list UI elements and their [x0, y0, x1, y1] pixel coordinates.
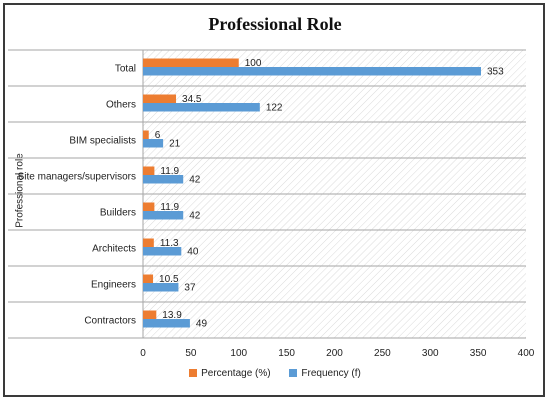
bar-frequency-f-builders: [143, 211, 184, 220]
data-label-frequency-f-builders: 42: [189, 211, 201, 222]
data-label-percentage-bim-specialists: 6: [155, 130, 161, 141]
chart-title: Professional Role: [208, 14, 342, 34]
legend-label-percentage: Percentage (%): [201, 368, 271, 379]
data-label-frequency-f-engineers: 37: [184, 283, 196, 294]
bar-percentage-others: [143, 94, 177, 103]
bar-frequency-f-bim-specialists: [143, 139, 164, 148]
data-label-percentage-total: 100: [245, 58, 262, 69]
x-tick-label-400: 400: [518, 348, 535, 359]
x-tick-label-100: 100: [230, 348, 247, 359]
legend-swatch-percentage: [189, 369, 198, 378]
data-label-percentage-site-managers-supervisors: 11.9: [160, 166, 179, 177]
data-label-percentage-builders: 11.9: [160, 202, 179, 213]
category-label-builders: Builders: [100, 208, 136, 219]
bar-percentage-architects: [143, 238, 154, 247]
x-tick-label-50: 50: [185, 348, 197, 359]
bar-percentage-engineers: [143, 274, 154, 283]
x-tick-label-250: 250: [374, 348, 391, 359]
data-label-frequency-f-site-managers-supervisors: 42: [189, 175, 201, 186]
bar-frequency-f-others: [143, 103, 260, 112]
category-label-architects: Architects: [92, 244, 136, 255]
x-tick-label-0: 0: [140, 348, 146, 359]
x-tick-label-150: 150: [278, 348, 295, 359]
data-label-percentage-architects: 11.3: [160, 238, 179, 249]
legend: Percentage (%) Frequency (f): [0, 368, 550, 379]
bar-frequency-f-contractors: [143, 319, 190, 328]
bar-percentage-contractors: [143, 310, 157, 319]
data-label-frequency-f-contractors: 49: [196, 319, 208, 330]
bar-frequency-f-architects: [143, 247, 182, 256]
data-label-frequency-f-architects: 40: [187, 247, 199, 258]
data-label-percentage-engineers: 10.5: [159, 274, 179, 285]
x-tick-label-300: 300: [422, 348, 439, 359]
data-label-percentage-others: 34.5: [182, 94, 202, 105]
category-label-bim-specialists: BIM specialists: [69, 136, 136, 147]
bar-percentage-site-managers-supervisors: [143, 166, 155, 175]
data-label-frequency-f-bim-specialists: 21: [169, 139, 181, 150]
category-label-contractors: Contractors: [84, 316, 136, 327]
data-label-percentage-contractors: 13.9: [162, 310, 182, 321]
bar-percentage-bim-specialists: [143, 130, 149, 139]
legend-item-frequency: Frequency (f): [289, 368, 361, 379]
legend-swatch-frequency: [289, 369, 298, 378]
data-label-frequency-f-total: 353: [487, 67, 504, 78]
bar-frequency-f-engineers: [143, 283, 179, 292]
legend-label-frequency: Frequency (f): [301, 368, 361, 379]
x-tick-label-350: 350: [470, 348, 487, 359]
bar-frequency-f-total: [143, 67, 481, 76]
category-label-others: Others: [106, 100, 136, 111]
legend-item-percentage: Percentage (%): [189, 368, 271, 379]
bar-percentage-builders: [143, 202, 155, 211]
category-label-total: Total: [115, 64, 136, 75]
bar-frequency-f-site-managers-supervisors: [143, 175, 184, 184]
data-label-frequency-f-others: 122: [266, 103, 283, 114]
x-tick-label-200: 200: [326, 348, 343, 359]
category-label-engineers: Engineers: [91, 280, 136, 291]
bar-percentage-total: [143, 58, 239, 67]
category-label-site-managers-supervisors: Site managers/supervisors: [18, 172, 136, 183]
